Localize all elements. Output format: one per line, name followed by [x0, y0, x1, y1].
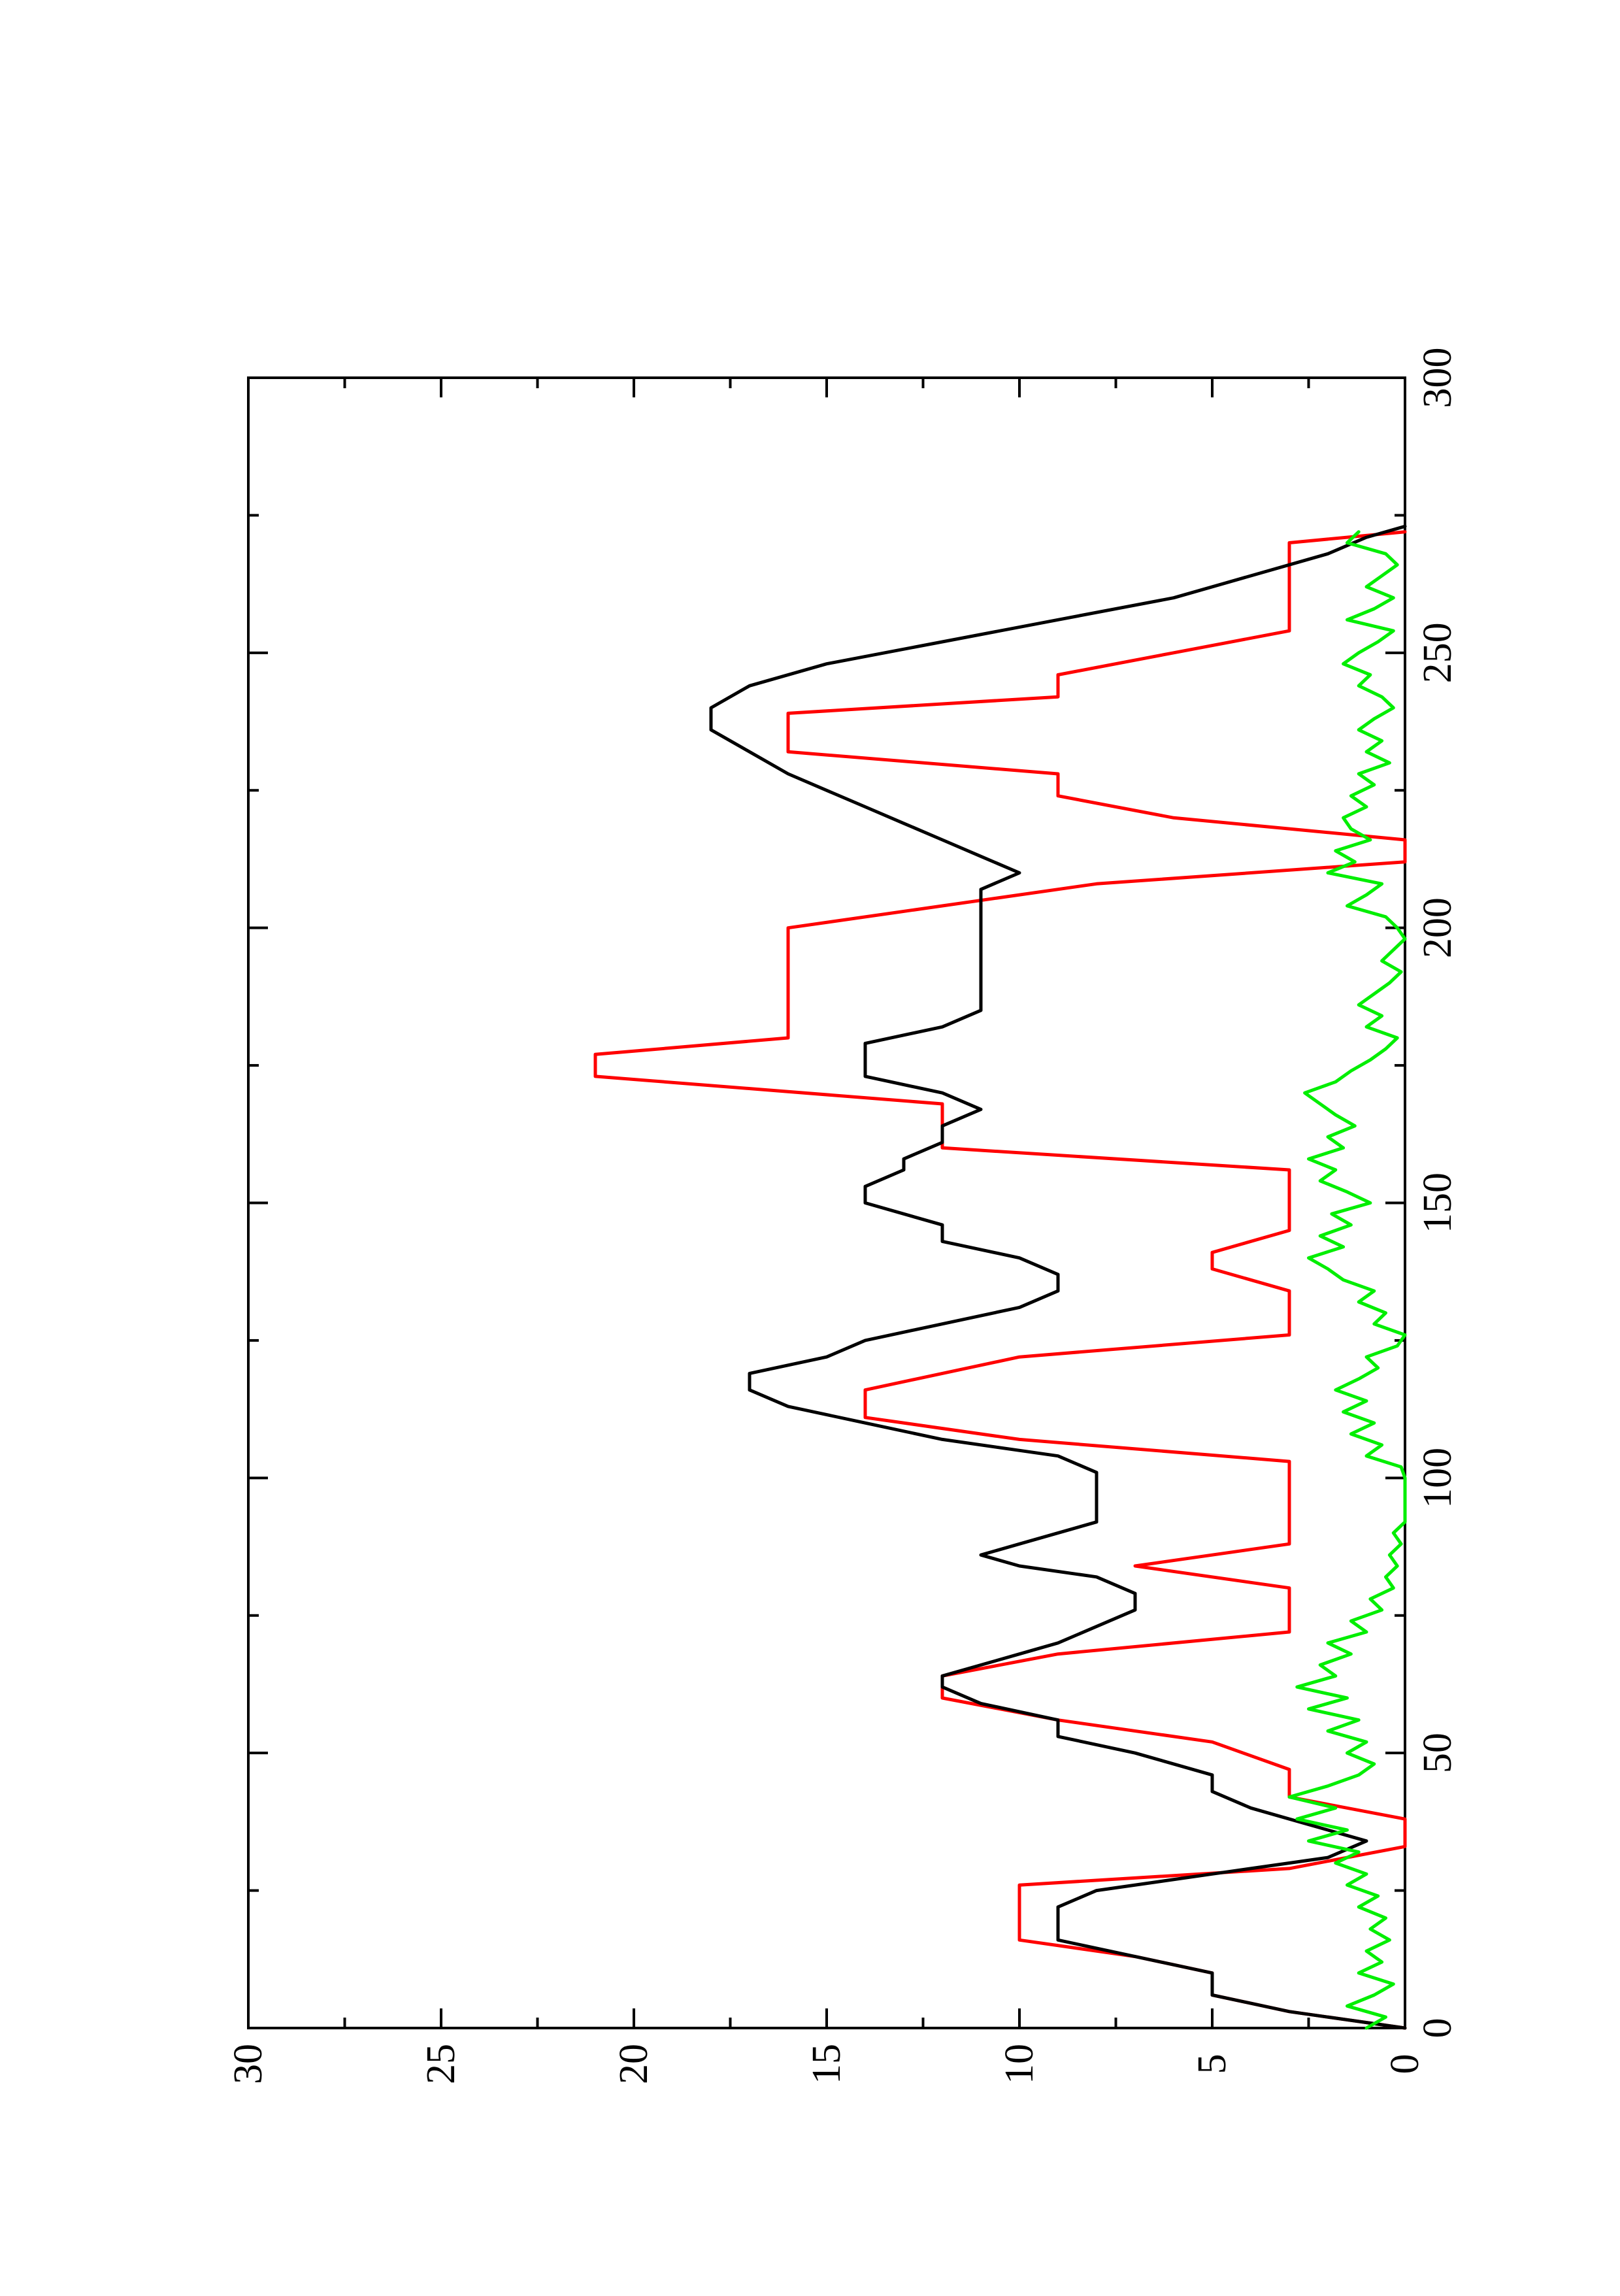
x-tick-label: 300 — [1415, 348, 1460, 408]
y-tick-label: 25 — [419, 2044, 463, 2084]
y-tick-label: 20 — [612, 2044, 656, 2084]
x-tick-label: 150 — [1415, 1173, 1460, 1233]
x-tick-label: 0 — [1415, 2018, 1460, 2038]
series-line-3 — [1287, 530, 1407, 2030]
series-lines — [593, 524, 1407, 2030]
y-tick-label: 15 — [804, 2044, 849, 2084]
series-line-1 — [593, 530, 1407, 2030]
plot-frame — [247, 376, 1406, 2029]
x-tick-label: 250 — [1415, 622, 1460, 683]
x-tick-label: 100 — [1415, 1448, 1460, 1508]
axis-ticks — [247, 376, 1406, 2029]
y-tick-label: 30 — [226, 2044, 271, 2084]
y-tick-label: 0 — [1383, 2054, 1427, 2074]
tick-labels: 0 50 100 150 200 250 300 0 5 10 15 20 25 30 — [226, 348, 1460, 2085]
y-tick-label: 10 — [997, 2044, 1042, 2084]
y-tick-label: 5 — [1190, 2054, 1234, 2074]
x-tick-label: 200 — [1415, 897, 1460, 958]
series-line-2 — [709, 524, 1407, 2030]
x-tick-label: 50 — [1415, 1733, 1460, 1773]
